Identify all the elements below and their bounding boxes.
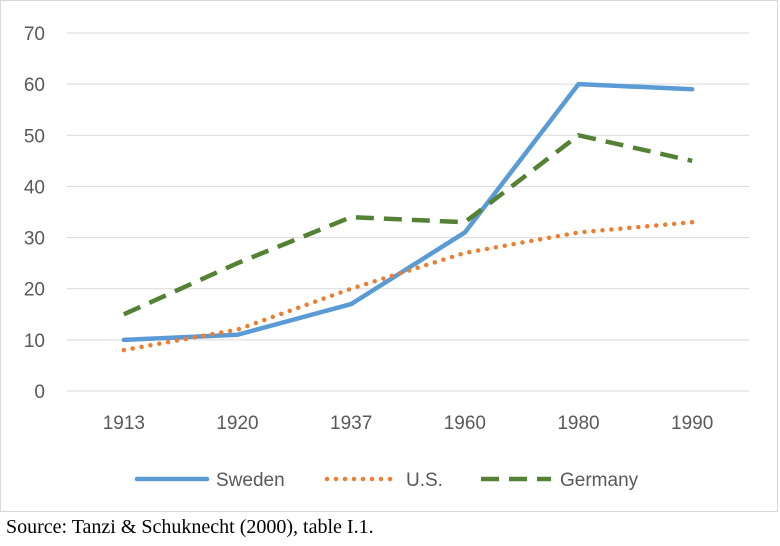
y-tick-label: 60 <box>24 75 45 96</box>
x-tick-label: 1960 <box>444 413 486 434</box>
x-axis-ticks: 1913 1920 1937 1960 1980 1990 <box>103 413 714 434</box>
x-tick-label: 1913 <box>103 413 145 434</box>
x-tick-label: 1980 <box>557 413 599 434</box>
y-tick-label: 30 <box>24 229 45 250</box>
y-axis-ticks: 0 10 20 30 40 50 60 70 <box>24 24 45 403</box>
series-lines <box>121 81 695 353</box>
x-tick-label: 1990 <box>671 413 713 434</box>
legend-label: Germany <box>560 470 639 491</box>
legend-label: U.S. <box>406 470 443 491</box>
x-tick-label: 1920 <box>216 413 258 434</box>
y-tick-label: 70 <box>24 24 45 45</box>
y-tick-label: 20 <box>24 280 45 301</box>
y-tick-label: 0 <box>34 382 45 403</box>
source-note: Source: Tanzi & Schuknecht (2000), table… <box>6 516 374 538</box>
y-tick-label: 10 <box>24 331 45 352</box>
series-line-u-s <box>121 219 695 353</box>
x-tick-label: 1937 <box>330 413 372 434</box>
legend: Sweden U.S. Germany <box>134 470 639 491</box>
chart-frame: 0 10 20 30 40 50 60 70 1913 1920 1937 1960 1980 1990… <box>0 0 778 512</box>
series-line-sweden <box>121 81 695 343</box>
line-chart: 0 10 20 30 40 50 60 70 1913 1920 1937 1960 1980 1990… <box>24 24 749 491</box>
y-tick-label: 40 <box>24 177 45 198</box>
y-tick-label: 50 <box>24 126 45 147</box>
legend-label: Sweden <box>216 470 285 491</box>
series-line-germany <box>122 133 693 317</box>
